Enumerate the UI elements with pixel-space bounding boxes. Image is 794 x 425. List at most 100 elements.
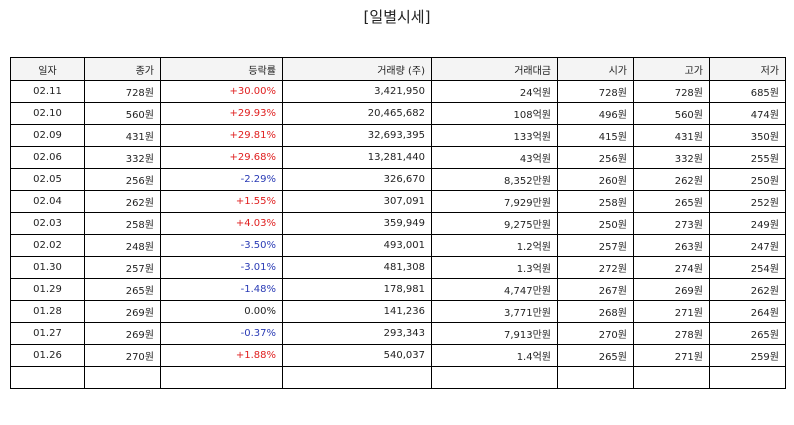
daily-price-table: 일자 종가 등락률 거래량 (주) 거래대금 시가 고가 저가 02.11 728… — [10, 57, 786, 389]
table-row: 02.03 258원 +4.03% 359,949 9,275만원 250원 273원 249… — [10, 212, 786, 235]
cell-open: 272원 — [557, 256, 634, 279]
cell-high: 265원 — [633, 190, 710, 213]
cell-low — [709, 366, 786, 389]
cell-date: 02.09 — [10, 124, 85, 147]
cell-amount: 7,929만원 — [431, 190, 558, 213]
cell-change: +1.88% — [160, 344, 283, 367]
cell-volume: 293,343 — [282, 322, 432, 345]
table-row: 02.06 332원 +29.68% 13,281,440 43억원 256원 332원 25… — [10, 146, 786, 169]
cell-high: 728원 — [633, 80, 710, 103]
cell-low: 474원 — [709, 102, 786, 125]
cell-date: 02.06 — [10, 146, 85, 169]
table-header-row: 일자 종가 등락률 거래량 (주) 거래대금 시가 고가 저가 — [10, 57, 786, 81]
cell-change: -3.01% — [160, 256, 283, 279]
cell-low: 252원 — [709, 190, 786, 213]
cell-change: 0.00% — [160, 300, 283, 323]
cell-high: 560원 — [633, 102, 710, 125]
cell-amount: 8,352만원 — [431, 168, 558, 191]
cell-open: 496원 — [557, 102, 634, 125]
cell-change: -0.37% — [160, 322, 283, 345]
table-row: 02.05 256원 -2.29% 326,670 8,352만원 260원 262원 250… — [10, 168, 786, 191]
cell-volume: 32,693,395 — [282, 124, 432, 147]
cell-volume: 178,981 — [282, 278, 432, 301]
cell-high: 278원 — [633, 322, 710, 345]
cell-volume: 481,308 — [282, 256, 432, 279]
cell-high: 332원 — [633, 146, 710, 169]
cell-volume: 141,236 — [282, 300, 432, 323]
table-row: 01.28 269원 0.00% 141,236 3,771만원 268원 271원 264원 — [10, 300, 786, 323]
table-row: 02.09 431원 +29.81% 32,693,395 133억원 415원 431원 3… — [10, 124, 786, 147]
cell-open — [557, 366, 634, 389]
cell-volume: 13,281,440 — [282, 146, 432, 169]
cell-volume: 307,091 — [282, 190, 432, 213]
cell-date: 01.30 — [10, 256, 85, 279]
table-row: 01.29 265원 -1.48% 178,981 4,747만원 267원 269원 262… — [10, 278, 786, 301]
cell-change: +1.55% — [160, 190, 283, 213]
cell-volume: 493,001 — [282, 234, 432, 257]
cell-amount: 1.3억원 — [431, 256, 558, 279]
cell-volume — [282, 366, 432, 389]
cell-high: 269원 — [633, 278, 710, 301]
cell-low: 259원 — [709, 344, 786, 367]
column-header-date: 일자 — [10, 57, 85, 81]
cell-close: 269원 — [84, 322, 161, 345]
cell-amount: 133억원 — [431, 124, 558, 147]
cell-close: 262원 — [84, 190, 161, 213]
cell-close: 256원 — [84, 168, 161, 191]
cell-date: 01.29 — [10, 278, 85, 301]
cell-low: 264원 — [709, 300, 786, 323]
cell-close: 265원 — [84, 278, 161, 301]
cell-volume: 326,670 — [282, 168, 432, 191]
cell-amount: 1.2억원 — [431, 234, 558, 257]
cell-open: 265원 — [557, 344, 634, 367]
cell-date: 02.02 — [10, 234, 85, 257]
cell-open: 258원 — [557, 190, 634, 213]
cell-volume: 3,421,950 — [282, 80, 432, 103]
column-header-high: 고가 — [633, 57, 710, 81]
cell-low: 247원 — [709, 234, 786, 257]
cell-change: +4.03% — [160, 212, 283, 235]
column-header-low: 저가 — [709, 57, 786, 81]
table-row: 01.26 270원 +1.88% 540,037 1.4억원 265원 271원 259원 — [10, 344, 786, 367]
cell-open: 270원 — [557, 322, 634, 345]
cell-date: 02.11 — [10, 80, 85, 103]
cell-open: 256원 — [557, 146, 634, 169]
cell-amount: 108억원 — [431, 102, 558, 125]
cell-volume: 20,465,682 — [282, 102, 432, 125]
cell-change: +30.00% — [160, 80, 283, 103]
cell-close: 332원 — [84, 146, 161, 169]
cell-close: 270원 — [84, 344, 161, 367]
cell-change: -1.48% — [160, 278, 283, 301]
cell-volume: 359,949 — [282, 212, 432, 235]
column-header-close: 종가 — [84, 57, 161, 81]
cell-date: 02.03 — [10, 212, 85, 235]
cell-low: 249원 — [709, 212, 786, 235]
cell-high: 271원 — [633, 300, 710, 323]
cell-date: 01.28 — [10, 300, 85, 323]
cell-high: 273원 — [633, 212, 710, 235]
page-title: [일별시세] — [363, 8, 431, 26]
cell-amount: 9,275만원 — [431, 212, 558, 235]
cell-close — [84, 366, 161, 389]
table-row: 02.11 728원 +30.00% 3,421,950 24억원 728원 728원 685… — [10, 80, 786, 103]
table-row — [10, 366, 786, 389]
cell-change: -2.29% — [160, 168, 283, 191]
cell-low: 685원 — [709, 80, 786, 103]
cell-change: +29.68% — [160, 146, 283, 169]
cell-change: -3.50% — [160, 234, 283, 257]
cell-change: +29.93% — [160, 102, 283, 125]
cell-close: 728원 — [84, 80, 161, 103]
cell-date: 02.05 — [10, 168, 85, 191]
cell-volume: 540,037 — [282, 344, 432, 367]
table-row: 01.27 269원 -0.37% 293,343 7,913만원 270원 278원 265… — [10, 322, 786, 345]
cell-amount: 4,747만원 — [431, 278, 558, 301]
cell-amount: 7,913만원 — [431, 322, 558, 345]
table-row: 01.30 257원 -3.01% 481,308 1.3억원 272원 274원 254원 — [10, 256, 786, 279]
cell-open: 728원 — [557, 80, 634, 103]
cell-open: 257원 — [557, 234, 634, 257]
cell-high: 271원 — [633, 344, 710, 367]
cell-close: 248원 — [84, 234, 161, 257]
cell-date: 02.10 — [10, 102, 85, 125]
cell-open: 260원 — [557, 168, 634, 191]
cell-amount: 43억원 — [431, 146, 558, 169]
